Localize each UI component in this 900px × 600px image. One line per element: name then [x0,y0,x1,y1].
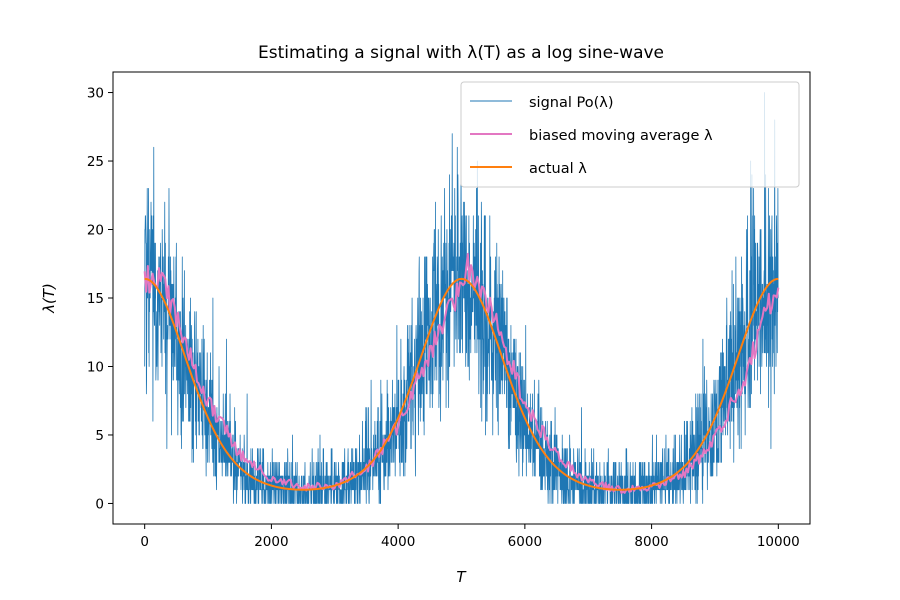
legend-frame [460,81,800,188]
y-tick-label: 10 [87,359,104,375]
x-tick-label: 2000 [254,534,288,550]
x-tick-label: 0 [140,534,149,550]
x-tick-label: 4000 [381,534,415,550]
y-tick-label: 5 [95,428,104,444]
y-tick-label: 0 [95,496,104,512]
legend-label-actual: actual λ [529,161,587,177]
legend-label-signal: signal Po(λ) [529,95,614,111]
legend: signal Po(λ) biased moving average λ act… [460,81,800,188]
legend-label-moving-average: biased moving average λ [529,128,713,144]
y-axis-label: λ(T) [40,283,58,314]
x-tick-label: 8000 [634,534,668,550]
x-axis-label: T [456,568,467,586]
chart-title: Estimating a signal with λ(T) as a log s… [258,43,664,63]
y-tick-label: 25 [87,154,104,170]
y-tick-label: 15 [87,291,104,307]
x-tick-label: 6000 [508,534,542,550]
y-tick-label: 30 [87,86,104,102]
x-tick-label: 10000 [757,534,800,550]
series-actual-lambda-line [144,277,779,491]
series-moving-average-line [143,252,780,495]
y-tick-label: 20 [87,223,104,239]
